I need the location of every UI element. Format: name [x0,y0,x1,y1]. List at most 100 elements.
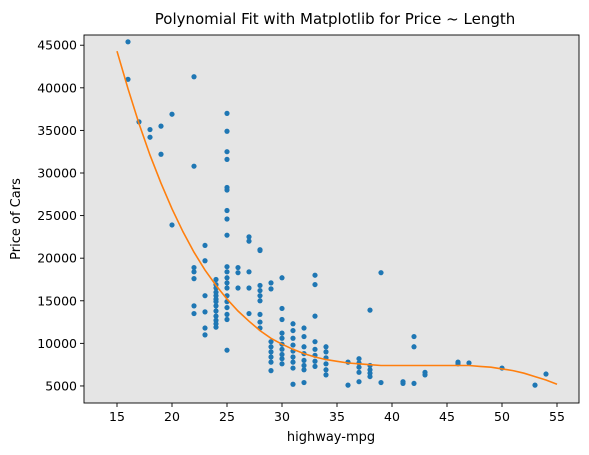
data-point [356,364,362,370]
data-point [224,316,230,323]
x-tick-label: 55 [549,409,565,424]
data-point [224,149,230,155]
x-tick-label: 50 [494,409,510,424]
data-point [246,269,252,275]
data-point [290,381,296,387]
data-point [268,344,274,350]
data-point [213,324,219,330]
data-point [235,264,241,271]
data-point [301,357,307,364]
data-point [268,339,274,345]
data-point [224,275,230,281]
data-point [224,156,230,162]
data-point [224,280,230,286]
x-tick-label: 40 [384,409,400,424]
data-point [213,299,219,305]
data-point [257,298,263,304]
data-point [290,335,296,341]
data-point [411,333,417,340]
data-point [147,126,153,133]
data-point [422,372,428,378]
data-point [125,39,131,45]
data-point [290,321,296,327]
data-point [279,335,285,341]
data-point [268,280,274,286]
data-point [279,330,285,336]
data-point [312,272,318,278]
data-point [290,327,296,334]
data-point [279,356,285,362]
data-point [246,310,252,317]
data-point [213,308,219,314]
data-point [356,356,362,362]
data-point [356,379,362,385]
x-tick-label: 25 [219,409,235,424]
data-point [543,371,549,377]
data-point [279,346,285,352]
y-axis-label: Price of Cars [9,178,24,260]
data-point [312,281,318,288]
data-point [191,163,197,169]
data-point [191,74,197,80]
data-point [235,285,241,291]
data-point [202,325,208,331]
data-point [268,349,274,355]
data-point [224,264,230,270]
data-point [279,305,285,312]
y-tick-label: 5000 [45,378,77,393]
data-point [411,344,417,350]
data-point [169,222,175,228]
data-point [235,270,241,276]
y-axis-ticks: 5000 10000 15000 20000 25000 30000 35000 40000 4… [37,38,84,393]
fit-line [116,50,558,386]
x-axis-label: highway-mpg [287,430,375,445]
data-point [202,332,208,338]
x-tick-label: 45 [439,409,455,424]
data-point [191,276,197,282]
data-point [257,282,263,289]
data-point [268,368,274,374]
data-point [224,304,230,311]
data-point [400,380,406,387]
data-point [279,316,285,323]
data-point [301,367,307,373]
data-point [202,293,208,299]
data-point [257,293,263,299]
data-point [224,285,230,291]
y-tick-label: 10000 [37,336,77,351]
data-point [411,380,417,387]
data-point [147,134,153,140]
x-tick-label: 20 [164,409,180,424]
data-point [312,358,318,364]
data-point [191,303,197,309]
y-tick-label: 40000 [37,80,77,95]
x-tick-label: 15 [109,409,125,424]
data-point [202,242,208,249]
data-point [323,367,329,373]
data-point [257,311,263,318]
y-tick-label: 45000 [37,38,77,53]
data-point [224,128,230,134]
data-point [378,379,384,386]
data-point [158,151,164,157]
data-point [224,311,230,318]
data-point [312,363,318,369]
data-point [312,339,318,345]
data-point [202,258,208,264]
data-point [169,111,175,117]
data-point [290,354,296,360]
data-point [213,313,219,319]
data-point [312,346,318,352]
plot-area [84,35,579,403]
data-point [213,276,219,283]
data-point [290,365,296,371]
data-point [367,373,373,380]
data-point [323,372,329,378]
data-point [268,359,274,365]
chart-title: Polynomial Fit with Matplotlib for Price… [155,10,515,28]
data-point [323,349,329,355]
data-point [125,76,131,82]
data-point [345,382,351,388]
data-point [246,285,252,291]
